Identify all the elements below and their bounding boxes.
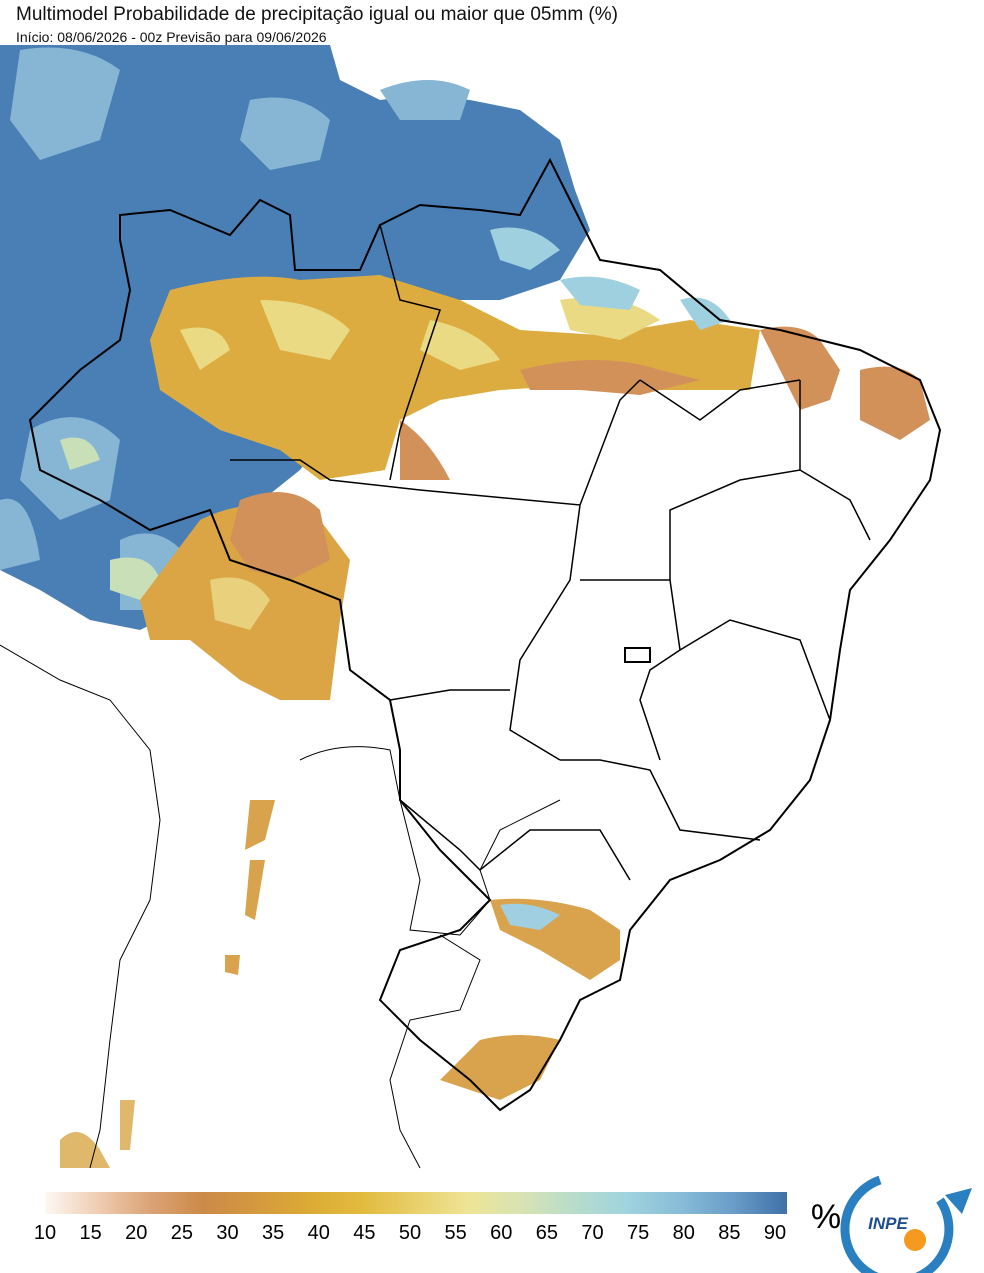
colorbar-tick-label: 35 xyxy=(262,1222,284,1244)
logo-text: INPE xyxy=(868,1214,908,1233)
colorbar-tick-label: 20 xyxy=(125,1222,147,1244)
logo-dot xyxy=(904,1229,926,1251)
colorbar xyxy=(45,1192,787,1214)
colorbar-tick-label: 15 xyxy=(80,1222,102,1244)
state-borders xyxy=(230,224,871,881)
borders xyxy=(0,157,942,1169)
colorbar-tick-label: 65 xyxy=(536,1222,558,1244)
logo-swoosh xyxy=(840,1175,954,1273)
field-andes xyxy=(60,1100,135,1168)
field-pale xyxy=(60,437,160,600)
colorbar-tick-label: 75 xyxy=(627,1222,649,1244)
field-lightblue-2 xyxy=(490,227,730,330)
colorbar-ticks: 10 15 20 25 30 35 40 45 50 55 60 65 70 75 80 85 90 xyxy=(34,1222,786,1244)
field-lightyellow xyxy=(180,297,660,370)
colorbar-tick-label: 80 xyxy=(673,1222,695,1244)
map-subtitle: Início: 08/06/2026 - 00z Previsão para 0… xyxy=(16,29,327,45)
map-title: Multimodel Probabilidade de precipitação… xyxy=(16,4,618,25)
colorbar-tick-label: 30 xyxy=(216,1222,238,1244)
colorbar-tick-label: 70 xyxy=(581,1222,603,1244)
field-southwest-light xyxy=(210,577,270,630)
colorbar-tick-label: 85 xyxy=(718,1222,740,1244)
colorbar-tick-label: 10 xyxy=(34,1222,56,1244)
field-blue xyxy=(0,45,590,630)
logo: INPE xyxy=(840,1175,972,1273)
colorbar-tick-label: 25 xyxy=(171,1222,193,1244)
field-southwest-brown xyxy=(230,492,330,580)
colorbar-tick-label: 50 xyxy=(399,1222,421,1244)
field-brown xyxy=(400,326,930,480)
colorbar-tick-label: 45 xyxy=(353,1222,375,1244)
probability-field xyxy=(0,45,930,1168)
colorbar-tick-label: 55 xyxy=(445,1222,467,1244)
colorbar-tick-label: 90 xyxy=(764,1222,786,1244)
colorbar-tick-label: 40 xyxy=(308,1222,330,1244)
colorbar-unit: % xyxy=(811,1198,841,1236)
field-south-blue xyxy=(500,903,560,930)
colorbar-tick-label: 60 xyxy=(490,1222,512,1244)
field-lightblue xyxy=(0,47,470,610)
country-border xyxy=(28,157,942,1112)
federal-district xyxy=(624,647,651,663)
logo-arrow xyxy=(945,1188,972,1214)
continent-outline xyxy=(0,644,561,1169)
field-south xyxy=(225,800,620,1100)
